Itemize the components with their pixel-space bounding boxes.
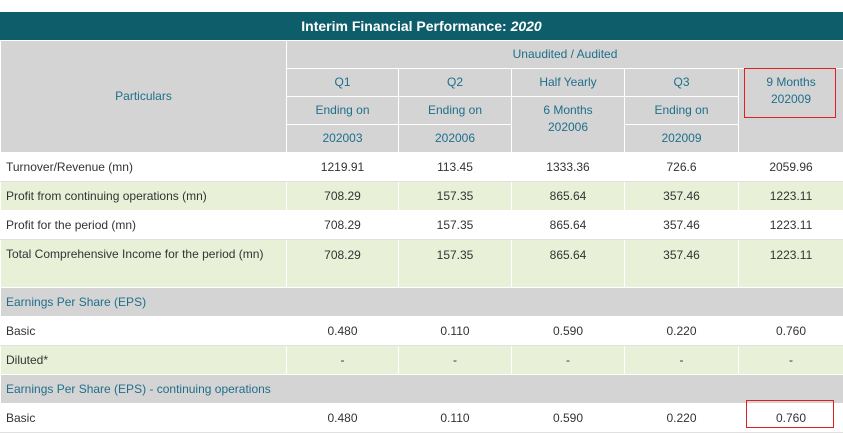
- col-q1-header: Q1: [287, 69, 399, 97]
- title-year: 2020: [511, 18, 542, 34]
- row-label: Basic: [1, 404, 287, 433]
- cell-value: 726.6: [625, 153, 739, 182]
- row-label: Diluted*: [1, 346, 287, 375]
- cell-value: 2059.96: [739, 153, 843, 182]
- cell-value: 1219.91: [287, 153, 399, 182]
- section-label: Earnings Per Share (EPS): [1, 288, 843, 317]
- cell-value: 0.480: [287, 317, 399, 346]
- financial-performance-panel: Interim Financial Performance: 2020 Part…: [0, 12, 843, 433]
- cell-value: 357.46: [625, 240, 739, 288]
- cell-value: 865.64: [512, 240, 625, 288]
- col-q2-header: Q2: [399, 69, 512, 97]
- col-q1-period: 202003: [287, 125, 399, 153]
- col-half-yearly-header: Half Yearly: [512, 69, 625, 97]
- cell-value: 1223.11: [739, 211, 843, 240]
- table-row: Diluted* - - - - -: [1, 346, 843, 375]
- cell-value: 0.760: [739, 317, 843, 346]
- col-q3-ending-label: Ending on: [625, 97, 739, 125]
- cell-value: 708.29: [287, 182, 399, 211]
- cell-value: 1333.36: [512, 153, 625, 182]
- cell-value: 1223.11: [739, 182, 843, 211]
- table-row: Profit from continuing operations (mn) 7…: [1, 182, 843, 211]
- cell-value: -: [739, 346, 843, 375]
- col-q3-period: 202009: [625, 125, 739, 153]
- audit-status-header: Unaudited / Audited: [287, 41, 843, 69]
- col-9-months-header: 9 Months 202009: [739, 69, 843, 153]
- title-text: Interim Financial Performance:: [301, 18, 506, 34]
- cell-value: -: [625, 346, 739, 375]
- cell-value: 157.35: [399, 182, 512, 211]
- cell-value: 1223.11: [739, 240, 843, 288]
- col-half-yearly-months: 6 Months: [543, 103, 592, 117]
- cell-value: 157.35: [399, 211, 512, 240]
- cell-value: 0.110: [399, 317, 512, 346]
- cell-value: 0.220: [625, 404, 739, 433]
- cell-value: 0.110: [399, 404, 512, 433]
- cell-value: 357.46: [625, 182, 739, 211]
- row-label: Turnover/Revenue (mn): [1, 153, 287, 182]
- cell-value: 0.760: [739, 404, 843, 433]
- cell-value: 113.45: [399, 153, 512, 182]
- col-q3-header: Q3: [625, 69, 739, 97]
- cell-value: 0.220: [625, 317, 739, 346]
- cell-value: 865.64: [512, 182, 625, 211]
- cell-value: 0.480: [287, 404, 399, 433]
- row-label: Basic: [1, 317, 287, 346]
- cell-value: 865.64: [512, 211, 625, 240]
- cell-value: 357.46: [625, 211, 739, 240]
- particulars-header: Particulars: [1, 41, 287, 153]
- cell-value: -: [512, 346, 625, 375]
- cell-value: 708.29: [287, 211, 399, 240]
- financial-table: Particulars Unaudited / Audited Q1 Q2 Ha…: [0, 40, 843, 433]
- cell-value: 157.35: [399, 240, 512, 288]
- table-row: Basic 0.480 0.110 0.590 0.220 0.760: [1, 317, 843, 346]
- cell-value: -: [287, 346, 399, 375]
- col-9-months-period: 202009: [771, 92, 811, 106]
- table-row: Basic 0.480 0.110 0.590 0.220 0.760: [1, 404, 843, 433]
- table-row: Turnover/Revenue (mn) 1219.91 113.45 133…: [1, 153, 843, 182]
- col-q1-ending-label: Ending on: [287, 97, 399, 125]
- row-label: Total Comprehensive Income for the perio…: [1, 240, 287, 288]
- table-title: Interim Financial Performance: 2020: [0, 12, 843, 40]
- section-label: Earnings Per Share (EPS) - continuing op…: [1, 375, 843, 404]
- row-label: Profit for the period (mn): [1, 211, 287, 240]
- col-q2-ending-label: Ending on: [399, 97, 512, 125]
- eps-section-header: Earnings Per Share (EPS): [1, 288, 843, 317]
- cell-value: 0.590: [512, 317, 625, 346]
- eps-continuing-section-header: Earnings Per Share (EPS) - continuing op…: [1, 375, 843, 404]
- col-9-months-label: 9 Months: [766, 75, 815, 89]
- cell-value: 708.29: [287, 240, 399, 288]
- col-half-yearly-period: 202006: [548, 120, 588, 134]
- col-half-yearly-sub: 6 Months 202006: [512, 97, 625, 153]
- cell-value: -: [399, 346, 512, 375]
- table-row: Profit for the period (mn) 708.29 157.35…: [1, 211, 843, 240]
- row-label: Profit from continuing operations (mn): [1, 182, 287, 211]
- table-row: Total Comprehensive Income for the perio…: [1, 240, 843, 288]
- col-q2-period: 202006: [399, 125, 512, 153]
- cell-value: 0.590: [512, 404, 625, 433]
